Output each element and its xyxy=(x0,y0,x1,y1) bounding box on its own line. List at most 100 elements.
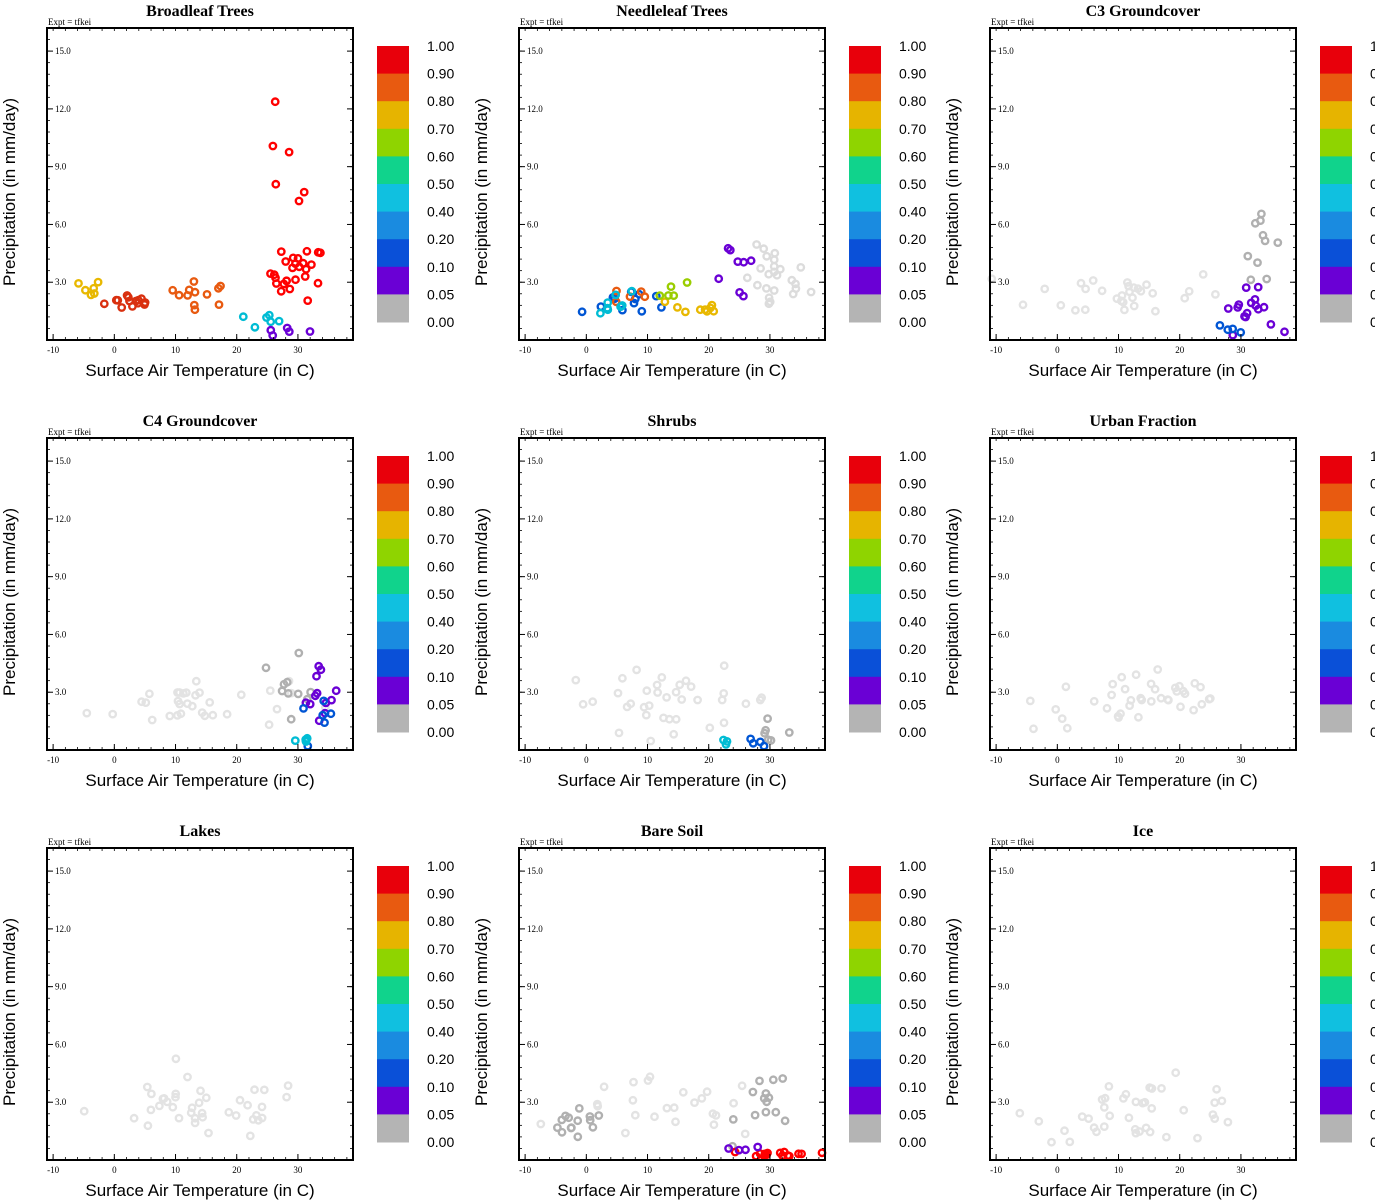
colorbar-label: 0.10 xyxy=(1370,1079,1375,1095)
y-tick-label: 15.0 xyxy=(998,866,1014,876)
data-point xyxy=(326,709,336,719)
colorbar-label: 0.80 xyxy=(427,913,454,929)
data-point xyxy=(1257,209,1266,219)
expt-label: Expt = tfkei xyxy=(991,837,1035,847)
colorbar-swatch xyxy=(1320,594,1352,623)
data-point xyxy=(1105,1111,1115,1121)
y-tick-label: 9.0 xyxy=(55,982,67,992)
data-point xyxy=(236,690,246,700)
x-axis-label: Surface Air Temperature (in C) xyxy=(557,1181,786,1200)
y-tick-label: 9.0 xyxy=(527,162,539,172)
x-tick-label: 10 xyxy=(171,1165,181,1175)
data-point xyxy=(1210,1114,1220,1124)
colorbar-swatch xyxy=(849,156,881,185)
scatter-points xyxy=(571,661,794,751)
colorbar-label: 0.20 xyxy=(899,231,926,247)
data-point xyxy=(1189,705,1199,715)
data-point xyxy=(686,682,696,691)
data-point xyxy=(243,1100,253,1110)
colorbar-swatch xyxy=(1320,676,1352,705)
colorbar-label: 0.80 xyxy=(899,913,926,929)
data-point xyxy=(622,702,632,712)
x-tick-label: -10 xyxy=(990,1165,1002,1175)
y-tick-label: 12.0 xyxy=(55,924,71,934)
data-point xyxy=(1126,695,1136,705)
x-tick-label: 0 xyxy=(112,345,117,355)
data-point xyxy=(673,302,682,312)
colorbar-label: 0.05 xyxy=(899,696,926,712)
data-point xyxy=(191,676,201,686)
data-point xyxy=(1234,300,1244,309)
x-tick-label: 10 xyxy=(1114,1165,1124,1175)
data-point xyxy=(251,1111,261,1120)
data-point xyxy=(93,277,103,287)
y-axis-label: Precipitation (in mm/day) xyxy=(943,98,962,286)
colorbar-label: 0.60 xyxy=(899,148,926,164)
colorbar-label: 0.50 xyxy=(427,176,454,192)
panel-title: Bare Soil xyxy=(641,823,704,840)
colorbar-label: 1.00 xyxy=(427,448,454,464)
colorbar-label: 0.80 xyxy=(1370,93,1375,109)
y-tick-label: 15.0 xyxy=(55,46,71,56)
colorbar-label: 0.05 xyxy=(899,286,926,302)
data-point xyxy=(662,1103,672,1113)
colorbar-label: 0.50 xyxy=(427,586,454,602)
data-point xyxy=(761,725,770,735)
colorbar-label: 0.00 xyxy=(1370,314,1375,330)
data-point xyxy=(1171,1068,1181,1078)
scatter-points xyxy=(74,97,325,340)
plot-frame xyxy=(518,847,826,1161)
panel-c4-groundcover: C4 Groundcover Expt = tfkei -10 0 10 20 30 3.0 6… xyxy=(0,413,454,790)
data-point xyxy=(797,1149,806,1159)
colorbar-label: 0.05 xyxy=(1370,1106,1375,1122)
data-point xyxy=(1243,251,1253,261)
data-point xyxy=(536,1119,546,1129)
data-point xyxy=(202,289,212,299)
y-tick-label: 3.0 xyxy=(527,277,539,287)
colorbar-swatch xyxy=(377,101,409,130)
colorbar-label: 0.90 xyxy=(899,476,926,492)
data-point xyxy=(695,305,705,315)
colorbar-label: 0.40 xyxy=(427,204,454,220)
data-point xyxy=(208,710,218,720)
data-point xyxy=(764,269,774,279)
data-point xyxy=(259,1085,269,1095)
data-point xyxy=(1246,298,1256,308)
colorbar-label: 0.05 xyxy=(427,696,454,712)
data-point xyxy=(640,292,650,302)
data-point xyxy=(1147,1084,1157,1093)
data-point xyxy=(1099,1103,1109,1112)
colorbar-label: 0.40 xyxy=(899,614,926,630)
data-point xyxy=(1136,286,1146,296)
colorbar-swatch xyxy=(1320,239,1352,268)
x-tick-label: 20 xyxy=(232,1165,242,1175)
data-point xyxy=(1117,672,1127,682)
y-axis-label: Precipitation (in mm/day) xyxy=(943,918,962,1106)
data-point xyxy=(146,1089,156,1099)
data-point xyxy=(1081,284,1091,294)
colorbar-label: 0.20 xyxy=(1370,641,1375,657)
data-point xyxy=(1205,694,1215,703)
data-point xyxy=(1130,1124,1140,1134)
colorbar-label: 0.20 xyxy=(427,1051,454,1067)
data-point xyxy=(571,675,581,685)
colorbar-label: 1.00 xyxy=(899,858,926,874)
colorbar-swatch xyxy=(377,538,409,567)
colorbar-swatch xyxy=(1320,128,1352,157)
colorbar-swatch xyxy=(377,948,409,977)
data-point xyxy=(1097,1095,1107,1104)
data-point xyxy=(282,1092,291,1102)
x-axis-label: Surface Air Temperature (in C) xyxy=(1028,1181,1257,1200)
x-tick-label: -10 xyxy=(990,345,1002,355)
colorbar-label: 0.90 xyxy=(899,66,926,82)
y-tick-label: 3.0 xyxy=(55,687,67,697)
data-point xyxy=(655,291,665,300)
colorbar-swatch xyxy=(1320,649,1352,678)
data-point xyxy=(144,689,154,699)
data-point xyxy=(630,1110,640,1120)
expt-label: Expt = tfkei xyxy=(48,427,92,437)
y-tick-label: 12.0 xyxy=(55,104,71,114)
expt-label: Expt = tfkei xyxy=(48,17,92,27)
x-tick-label: 20 xyxy=(704,755,714,765)
data-point xyxy=(770,248,780,258)
